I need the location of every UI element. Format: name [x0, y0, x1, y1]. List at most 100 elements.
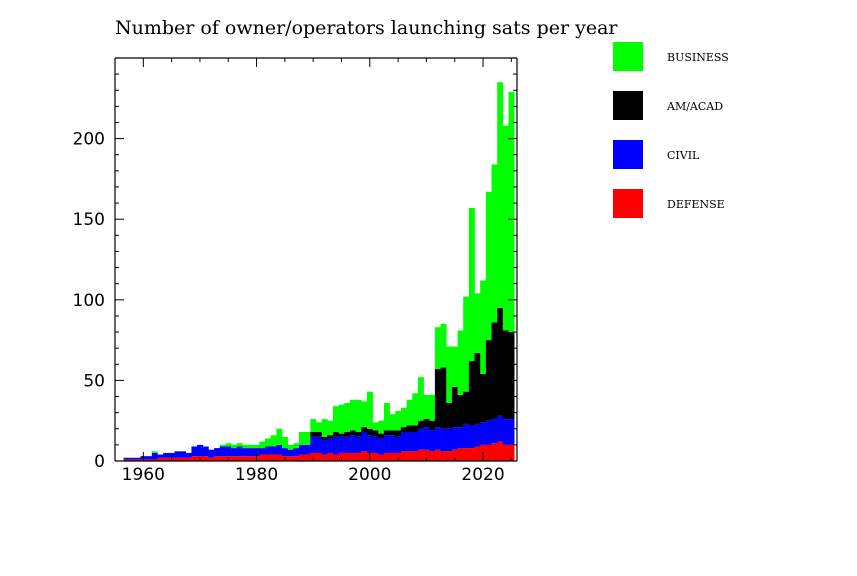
bar-am-acad-2002: [378, 433, 385, 439]
bar-defense-2008: [412, 451, 419, 461]
bar-civil-1996: [344, 436, 351, 453]
bar-defense-1973: [214, 456, 221, 461]
bar-civil-1987: [293, 448, 300, 457]
bar-defense-1964: [163, 457, 170, 461]
bar-civil-2019: [474, 423, 481, 447]
bar-civil-1975: [225, 446, 232, 457]
bar-business-2009: [417, 377, 424, 421]
bar-business-1989: [304, 431, 311, 445]
bar-defense-1992: [321, 454, 328, 461]
legend-swatch-business: [613, 42, 643, 71]
bar-defense-2009: [417, 449, 424, 461]
bar-defense-1969: [191, 456, 198, 461]
bar-am-acad-2016: [457, 394, 464, 428]
bar-business-1996: [344, 402, 351, 432]
bar-am-acad-2007: [406, 425, 413, 432]
legend-swatch-defense: [613, 189, 643, 218]
bar-business-2013: [440, 323, 447, 368]
bar-civil-1968: [185, 452, 192, 458]
bar-business-2025: [508, 91, 515, 333]
bar-defense-1974: [219, 456, 226, 461]
bar-defense-2013: [440, 451, 447, 461]
bar-civil-2025: [508, 419, 515, 445]
bar-civil-1984: [276, 444, 283, 455]
bar-civil-1959: [134, 457, 141, 460]
bar-defense-1986: [287, 456, 294, 461]
bar-civil-1979: [248, 448, 255, 457]
bar-am-acad-2013: [440, 367, 447, 429]
x-tick-label: 2000: [348, 465, 391, 485]
bar-civil-1972: [208, 449, 215, 458]
bar-am-acad-1995: [338, 433, 345, 437]
bar-defense-2010: [423, 449, 430, 461]
bar-civil-1985: [282, 448, 288, 457]
legend-label-civil: CIVIL: [667, 149, 700, 162]
bar-civil-1966: [174, 451, 181, 458]
bar-business-1994: [332, 406, 339, 432]
bar-civil-1994: [332, 436, 339, 455]
bar-civil-2004: [389, 435, 396, 453]
bar-defense-2022: [491, 443, 498, 461]
x-tick-label: 1960: [122, 465, 165, 485]
bar-defense-2016: [457, 448, 464, 461]
bar-defense-2021: [485, 444, 492, 461]
bar-business-1980: [253, 444, 260, 449]
bar-civil-2014: [446, 428, 453, 452]
bar-am-acad-1998: [355, 431, 362, 437]
bar-am-acad-2025: [508, 332, 515, 420]
bar-am-acad-1994: [332, 431, 339, 437]
bar-am-acad-1993: [327, 435, 334, 439]
bar-business-2021: [485, 191, 492, 341]
bar-civil-2008: [412, 431, 419, 452]
bar-defense-1998: [355, 452, 362, 461]
bar-civil-2009: [417, 428, 424, 450]
bar-civil-2021: [485, 420, 492, 445]
y-tick-label: 200: [73, 130, 105, 150]
y-tick-label: 0: [94, 452, 105, 472]
bar-defense-1957: [123, 459, 130, 461]
bar-civil-2012: [434, 427, 441, 450]
bar-civil-1977: [236, 446, 243, 457]
bar-defense-1987: [293, 456, 300, 461]
bar-defense-1959: [134, 459, 141, 461]
bar-defense-1988: [299, 454, 305, 461]
bar-civil-1990: [310, 436, 317, 453]
bar-civil-1963: [157, 454, 164, 458]
bar-business-1978: [242, 444, 249, 449]
bar-civil-1965: [168, 452, 175, 458]
bar-civil-2023: [497, 415, 504, 442]
bar-business-1975: [225, 443, 232, 447]
bar-civil-1973: [214, 448, 221, 457]
bar-civil-1999: [361, 431, 368, 452]
bar-business-1982: [265, 438, 272, 447]
bar-am-acad-2000: [366, 428, 373, 436]
bar-defense-1999: [361, 451, 368, 461]
bar-civil-1967: [180, 451, 187, 458]
bar-civil-1970: [197, 444, 204, 457]
bar-business-1990: [310, 419, 317, 432]
ticks: 0 50 100 150 200 1960 1980 2000 2020: [73, 57, 517, 485]
bar-defense-1982: [265, 454, 272, 461]
bar-business-2001: [372, 422, 379, 431]
bar-defense-2006: [400, 451, 407, 461]
bar-defense-1978: [242, 456, 249, 461]
bar-defense-2024: [502, 444, 509, 461]
bar-defense-1976: [231, 456, 238, 461]
bar-business-1986: [287, 444, 294, 450]
bar-civil-1989: [304, 444, 311, 455]
bar-am-acad-2022: [491, 322, 498, 420]
bar-civil-2000: [366, 435, 373, 453]
bar-civil-1957: [123, 457, 130, 460]
bars: [123, 82, 515, 461]
bar-business-2012: [434, 327, 441, 370]
bar-business-2005: [395, 411, 402, 431]
bar-am-acad-2001: [372, 430, 379, 437]
bar-business-1995: [338, 404, 345, 434]
bar-defense-2005: [395, 452, 402, 461]
bar-defense-2017: [463, 448, 470, 461]
bar-civil-2002: [378, 438, 385, 455]
bar-defense-2002: [378, 454, 385, 461]
bar-defense-1963: [157, 457, 164, 461]
bar-business-1984: [276, 428, 283, 445]
bar-am-acad-2020: [480, 373, 487, 423]
